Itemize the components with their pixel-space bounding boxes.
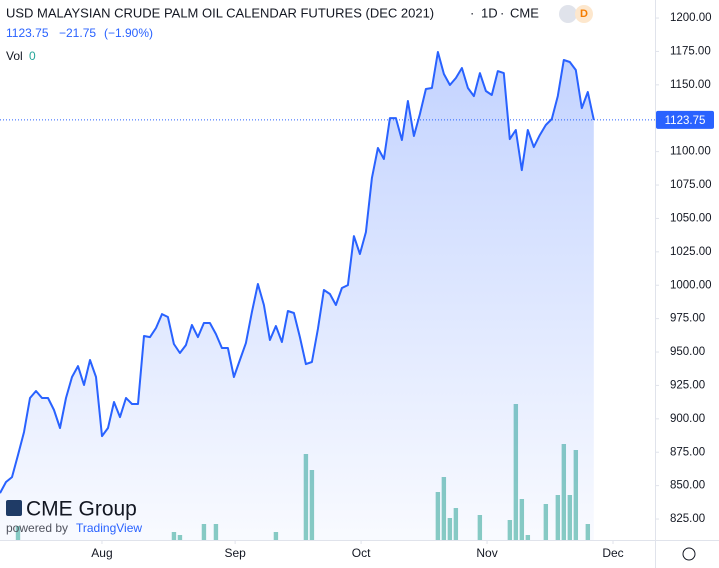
y-tick-label: 1000.00 [670,279,712,291]
settings-icon[interactable] [682,547,696,561]
y-tick-label: 850.00 [670,480,705,492]
y-tick-label: 1150.00 [670,79,711,91]
y-tick-label: 950.00 [670,346,705,358]
y-tick-label: 1075.00 [670,179,712,191]
badge-grey [559,5,577,23]
last-price-label: 1123.75 [665,115,706,127]
y-tick-label: 900.00 [670,413,705,425]
y-tick-label: 925.00 [670,379,705,391]
y-tick-label: 1100.00 [670,146,711,158]
legend-value: (−1.90%) [104,26,153,40]
legend-value: 1123.75 [6,26,49,40]
badge-text: D [580,8,588,20]
watermark: TradingView [76,521,142,535]
x-tick-label: Nov [476,546,497,560]
x-tick-label: Oct [352,546,371,560]
y-tick-label: 1050.00 [670,212,712,224]
x-tick-label: Sep [224,546,246,560]
price-area [0,52,594,540]
price-line [0,51,595,494]
y-tick-label: 1025.00 [670,246,712,258]
separator: · [500,5,504,20]
separator: · [470,5,474,20]
watermark: powered by [6,521,68,535]
y-tick-label: 1200.00 [670,12,712,24]
last-price-box [656,110,714,129]
logo [6,500,22,516]
x-tick-label: Dec [602,546,623,560]
volume-label: Vol [6,49,23,63]
y-tick-label: 1175.00 [670,45,711,57]
badge [575,5,593,23]
exchange: CME [510,5,539,20]
chart-title: USD MALAYSIAN CRUDE PALM OIL CALENDAR FU… [6,5,434,20]
legend-value: −21.75 [59,26,96,40]
y-tick-label: 825.00 [670,513,705,525]
interval: 1D [481,5,498,20]
x-tick-label: Aug [91,546,112,560]
y-tick-label: 875.00 [670,446,705,458]
y-tick-label: 975.00 [670,313,705,325]
watermark: CME Group [26,498,137,521]
volume-value: 0 [29,49,36,63]
